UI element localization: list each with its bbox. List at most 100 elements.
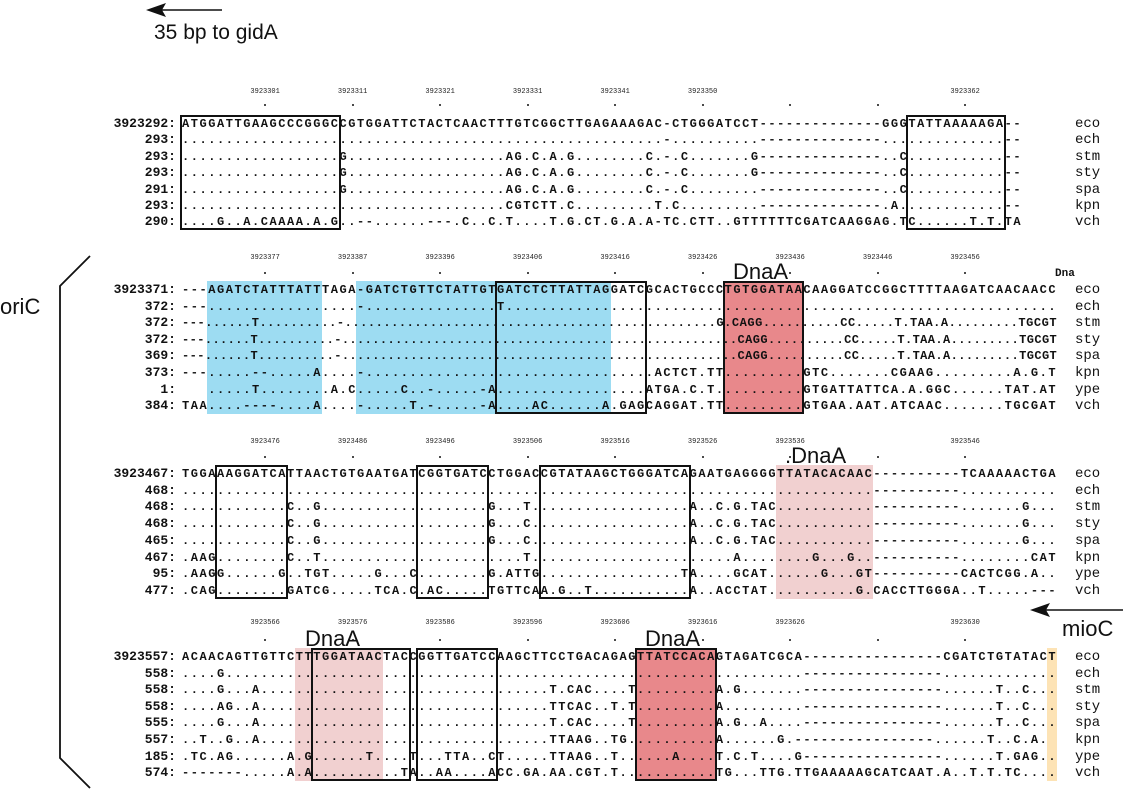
species-label: kpn (1075, 198, 1101, 214)
sequence-row: .CAG........GATCG.....TCA.C.AC.....TGTTC… (182, 583, 1058, 598)
position-tick-label: 3923311 (337, 88, 368, 96)
species-label: sty (1075, 698, 1101, 715)
sequence-row: ---.....--.....A....-...................… (182, 366, 1058, 380)
position-tick-dot (964, 104, 967, 106)
row-position: 555: (144, 715, 176, 731)
mioc-label: mioC (1062, 616, 1114, 641)
species-label: ech (1075, 298, 1101, 315)
position-tick-label: 3923350 (687, 88, 718, 96)
species-label: ech (1075, 665, 1101, 682)
sequence-row: ....AG..A...............................… (182, 699, 1058, 714)
position-tick-label: 3923456 (950, 254, 980, 262)
position-tick-label: 3923301 (250, 88, 280, 96)
position-tick-dot (876, 104, 879, 106)
row-position: 291: (144, 181, 176, 197)
position-tick-dot (964, 272, 967, 274)
species-label: vch (1075, 582, 1101, 599)
sequence-row: ....G...................................… (182, 666, 1058, 681)
position-tick-dot (526, 456, 529, 458)
dnaa-label: DnaA (305, 626, 361, 651)
position-tick-dot (264, 639, 267, 641)
species-label: stm (1075, 148, 1101, 165)
position-tick-label: 3923506 (512, 438, 543, 446)
sequence-row: ..................G..................AG.… (182, 149, 1023, 164)
motif-highlight (207, 281, 322, 415)
position-tick-label: 3923630 (950, 619, 980, 627)
row-position: 185: (144, 748, 176, 764)
sequence-row: ---AGATCTATTTATTTAGA-GATCTGTTCTATTGTGATC… (182, 283, 1058, 297)
sequence-row: ....G...A...............................… (182, 683, 1058, 698)
sequence-row: TGGAAAGGATCATTAACTGTGAATGATCGGTGATCCTGGA… (182, 467, 1058, 481)
species-label: spa (1075, 181, 1101, 198)
species-label: eco (1075, 649, 1101, 665)
position-tick-dot (264, 104, 267, 106)
position-tick-label: 3923606 (600, 619, 630, 627)
position-tick-dot (351, 639, 354, 641)
sequence-row: .AAGG......G..TGT.....G...C........G.ATT… (182, 567, 1058, 582)
row-position: 465: (144, 532, 176, 548)
sequence-row: .TC.AG......A.G......T....T...TTA..CT...… (182, 749, 1058, 764)
sequence-row: .....................................CGT… (182, 199, 1023, 213)
sequence-row: .....T........A.C.....C..-.....-A.......… (182, 382, 1058, 397)
gida-note: 35 bp to gidA (154, 21, 278, 44)
position-tick-dot (439, 272, 442, 274)
species-label: eco (1075, 466, 1101, 482)
position-tick-dot (964, 456, 967, 458)
species-label: kpn (1075, 732, 1101, 748)
position-tick-dot (789, 639, 792, 641)
dnaa-label: DnaA (645, 626, 701, 651)
dnaa-small-label: Dna (1055, 268, 1075, 280)
position-tick-dot (526, 272, 529, 274)
species-label: vch (1075, 214, 1101, 231)
row-position: 558: (144, 698, 176, 714)
position-tick-dot (701, 639, 704, 641)
species-label: kpn (1075, 365, 1101, 381)
oric-bracket (59, 255, 91, 789)
row-position: 290: (144, 214, 176, 230)
row-position: 293: (144, 198, 176, 213)
row-position: 293: (144, 165, 176, 181)
position-tick-label: 3923536 (775, 438, 805, 446)
row-position: 468: (144, 499, 176, 515)
position-tick-dot (614, 639, 617, 641)
sequence-row: -------.....A.A..........TA..AA....ACC.G… (182, 766, 1058, 781)
species-label: ech (1075, 482, 1101, 499)
sequence-row: ............C..G...................G...T… (182, 500, 1058, 515)
species-label: ype (1075, 566, 1101, 583)
sequence-row: ACAACAGTTGTTCTTTGGATAACTACCGGTTGATCCAAGC… (182, 650, 1058, 664)
position-tick-dot (351, 272, 354, 274)
motif-box (311, 648, 411, 782)
position-tick-label: 3923426 (687, 254, 718, 262)
position-tick-dot (526, 104, 529, 106)
position-tick-label: 3923341 (600, 88, 630, 96)
row-position: 477: (144, 582, 176, 598)
motif-highlight (723, 281, 804, 415)
position-tick-label: 3923331 (512, 88, 543, 96)
gida-arrow-icon (146, 3, 222, 17)
row-position: 467: (144, 549, 176, 565)
position-tick-dot (614, 272, 617, 274)
position-tick-label: 3923321 (425, 88, 455, 96)
row-position: 372: (144, 298, 176, 314)
mioc-arrow-icon (1030, 603, 1123, 617)
dnaa-label: .DnaA (785, 443, 847, 468)
motif-box (215, 465, 288, 599)
position-tick-label: 3923576 (337, 619, 368, 627)
motif-highlight (294, 648, 384, 782)
position-tick-label: 3923416 (600, 254, 630, 262)
position-tick-dot (351, 456, 354, 458)
sequence-row: ---.................-...............T...… (182, 299, 1058, 314)
position-tick-label: 3923596 (512, 619, 543, 627)
position-tick-dot (876, 639, 879, 641)
sequence-row: ATGGATTGAAGCCCGGGCCGTGGATTCTACTCAACTTTGT… (182, 117, 1023, 131)
species-label: sty (1075, 165, 1101, 182)
position-tick-label: 3923546 (950, 438, 980, 446)
species-label: ype (1075, 381, 1101, 398)
position-tick-dot (264, 456, 267, 458)
motif-box (416, 465, 490, 599)
position-tick-label: 3923446 (862, 254, 893, 262)
row-position: 384: (144, 398, 176, 414)
position-tick-label: 3923436 (775, 254, 805, 262)
position-tick-dot (789, 104, 792, 106)
